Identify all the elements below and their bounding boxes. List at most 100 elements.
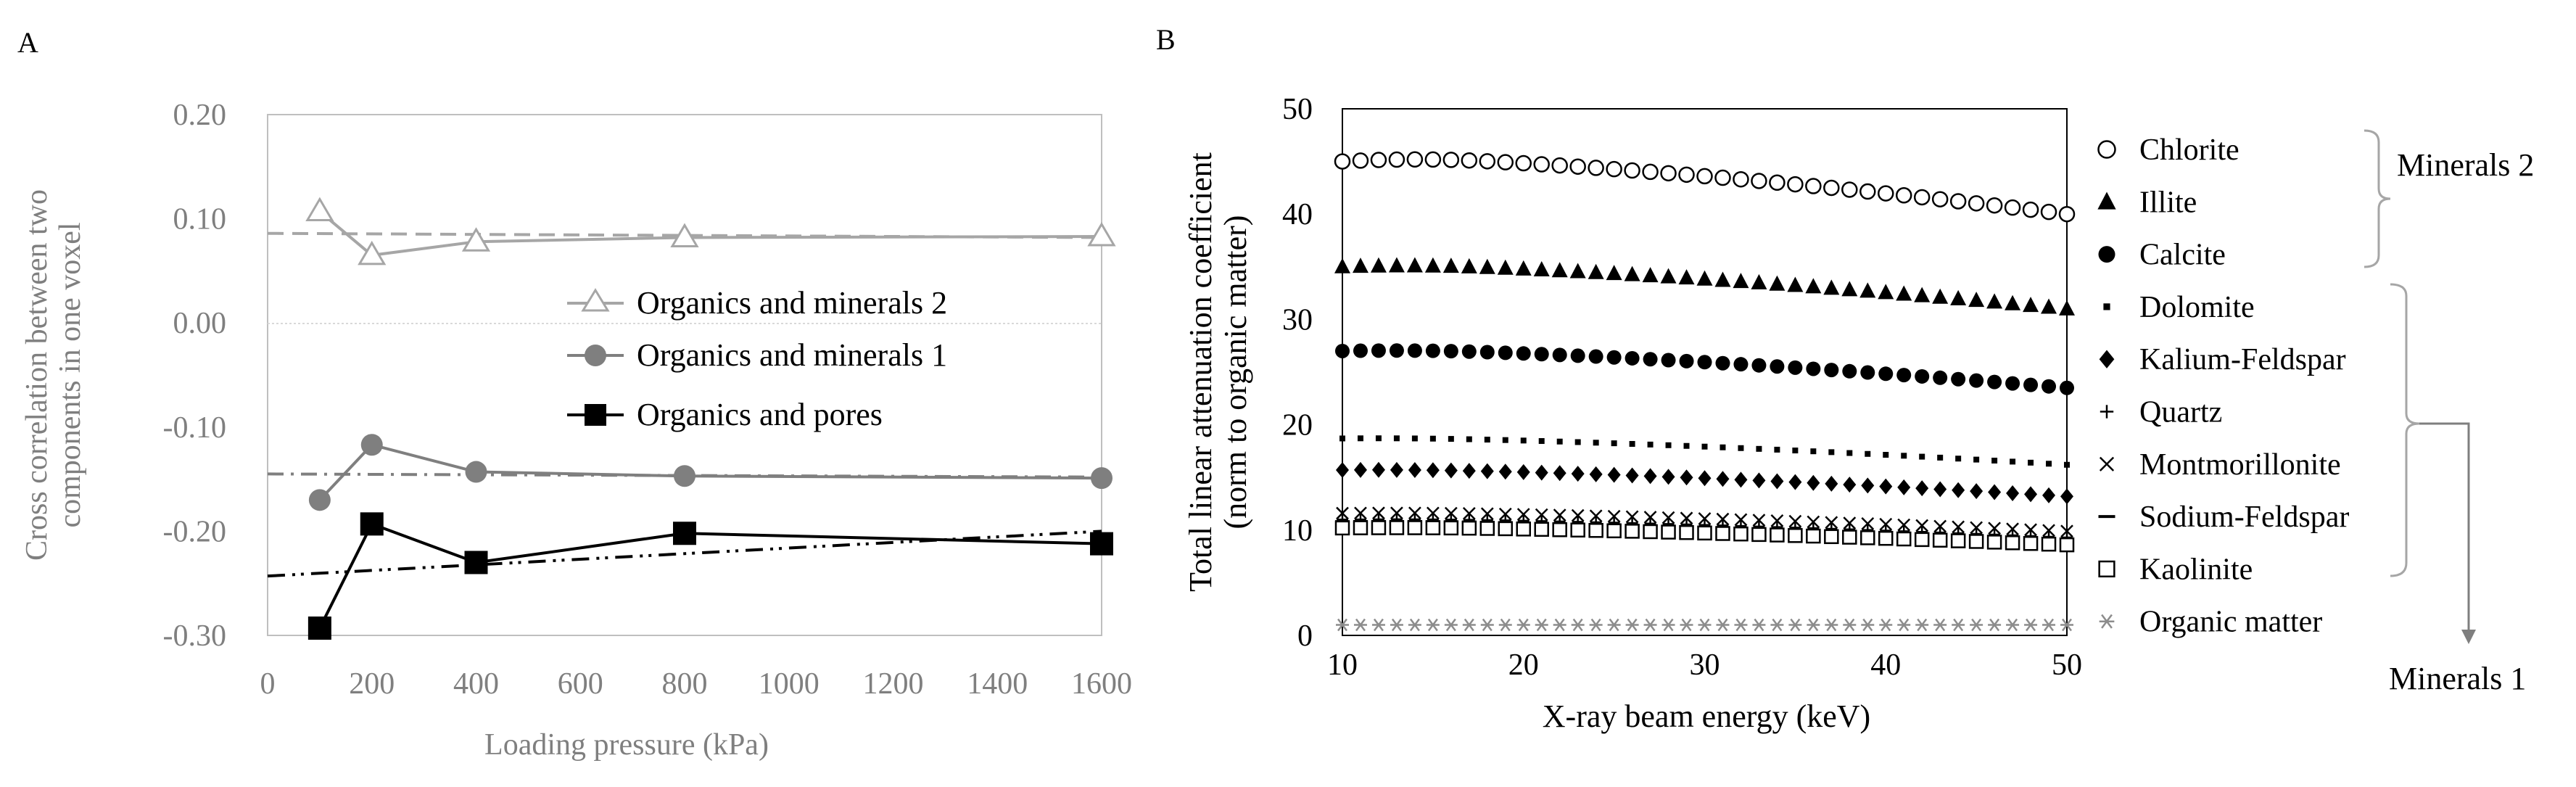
data-point-kalium-feldspar <box>1444 462 1458 479</box>
data-point-chlorite <box>2058 205 2076 223</box>
data-point-calcite <box>2005 376 2020 391</box>
data-point-illite <box>1968 292 1985 308</box>
data-point-kalium-feldspar <box>1970 483 1983 500</box>
data-point-kaolinite <box>1479 521 1495 536</box>
data-point-illite <box>2059 300 2075 316</box>
data-point-illite <box>1388 257 1405 273</box>
trendline-organics-and-minerals-1 <box>267 472 1102 479</box>
data-point-chlorite <box>1352 152 1369 169</box>
data-point-dolomite <box>1411 435 1418 442</box>
legend-b-label-organic-matter: Organic matter <box>2139 606 2322 639</box>
data-point-montmorillonite <box>1480 507 1494 521</box>
data-point-montmorillonite <box>1807 515 1820 529</box>
data-point-kaolinite <box>1878 530 1894 546</box>
data-point-kaolinite <box>1860 530 1875 545</box>
data-point-kalium-feldspar <box>1408 462 1421 479</box>
legend-b-marker-calcite <box>2098 246 2115 263</box>
data-point-kalium-feldspar <box>1498 463 1512 480</box>
data-point-chlorite <box>1406 151 1424 168</box>
data-point-dolomite <box>1520 437 1527 444</box>
data-point-montmorillonite <box>1788 514 1802 528</box>
data-point-montmorillonite <box>1535 508 1548 522</box>
data-point-dolomite <box>1593 440 1599 446</box>
data-point-chlorite <box>1805 178 1822 194</box>
data-point-illite <box>1352 257 1368 273</box>
data-point-calcite <box>1625 350 1640 366</box>
data-point-montmorillonite <box>1589 509 1603 523</box>
data-point-organic-matter <box>1716 618 1730 632</box>
data-point-organics-and-minerals-1 <box>360 434 383 456</box>
data-point-organic-matter <box>1825 618 1838 632</box>
chart-b-y-tick-label: 50 <box>1282 93 1313 126</box>
legend-entry-quartz: Quartz <box>2100 396 2222 429</box>
data-point-organic-matter <box>1807 618 1820 632</box>
data-point-calcite <box>1335 343 1350 358</box>
chart-a-x-tick-label: 1200 <box>863 667 924 701</box>
chart-a-x-tick-label: 0 <box>260 667 276 701</box>
chart-a-x-tick-label: 200 <box>349 667 395 701</box>
data-point-calcite <box>1606 350 1622 365</box>
data-point-kalium-feldspar <box>1861 477 1875 494</box>
data-point-kaolinite <box>1824 529 1839 545</box>
data-point-illite <box>1751 273 1767 289</box>
data-point-calcite <box>1842 363 1857 379</box>
series-line-organics-and-minerals-2 <box>318 210 1102 257</box>
data-point-organics-and-minerals-2 <box>358 240 387 265</box>
data-point-illite <box>1424 257 1441 273</box>
data-point-organic-matter <box>1843 618 1857 632</box>
data-point-dolomite <box>1701 443 1708 450</box>
data-point-illite <box>1859 282 1876 298</box>
data-point-calcite <box>1661 353 1676 368</box>
data-point-organic-matter <box>1752 618 1766 632</box>
data-point-chlorite <box>1949 193 1967 210</box>
data-point-organic-matter <box>1408 618 1421 632</box>
data-point-illite <box>1823 279 1840 295</box>
data-point-illite <box>2041 298 2057 314</box>
data-point-calcite <box>1806 361 1821 376</box>
chart-b-y-tick-label: 40 <box>1282 198 1313 231</box>
chart-a-x-axis-label: Loading pressure (kPa) <box>484 728 769 762</box>
data-point-kaolinite <box>1733 526 1749 542</box>
data-point-montmorillonite <box>1770 514 1784 527</box>
data-point-kalium-feldspar <box>1770 473 1784 490</box>
data-point-kaolinite <box>1570 522 1585 538</box>
data-point-organic-matter <box>1553 618 1566 632</box>
data-point-dolomite <box>1955 456 1962 462</box>
legend-b-marker-dolomite <box>2103 303 2110 310</box>
data-point-calcite <box>1498 345 1513 360</box>
data-point-montmorillonite <box>1752 514 1766 527</box>
data-point-illite <box>1660 268 1677 284</box>
data-point-kalium-feldspar <box>1915 480 1929 497</box>
data-point-kaolinite <box>1968 534 1984 549</box>
data-point-kaolinite <box>1932 532 1948 548</box>
data-point-organic-matter <box>1426 618 1440 632</box>
data-point-calcite <box>1588 349 1603 364</box>
data-point-chlorite <box>1533 156 1550 173</box>
data-point-kaolinite <box>1896 531 1912 547</box>
data-point-organic-matter <box>1498 618 1512 632</box>
legend-entry-kaolinite: Kaolinite <box>2098 553 2253 586</box>
data-point-kalium-feldspar <box>1879 478 1893 495</box>
data-point-kaolinite <box>1606 523 1622 539</box>
chart-b-y-tick-label: 10 <box>1282 514 1313 548</box>
data-point-kaolinite <box>2023 535 2039 551</box>
data-point-montmorillonite <box>1354 506 1367 520</box>
data-point-organic-matter <box>1861 618 1875 632</box>
legend-a-marker-minerals-1 <box>585 345 606 366</box>
data-point-chlorite <box>1334 153 1351 170</box>
data-point-organic-matter <box>1390 618 1403 632</box>
data-point-calcite <box>1951 371 1966 387</box>
data-point-illite <box>1733 273 1749 289</box>
data-point-calcite <box>1715 355 1730 371</box>
data-point-kalium-feldspar <box>1788 474 1802 490</box>
legend-entry-organic-matter: Organic matter <box>2099 606 2322 639</box>
data-point-montmorillonite <box>1915 519 1929 532</box>
data-point-organic-matter <box>2006 618 2020 632</box>
data-point-kalium-feldspar <box>1807 474 1820 491</box>
legend-b-label-kalium-feldspar: Kalium-Feldspar <box>2139 343 2346 376</box>
data-point-calcite <box>1425 343 1440 358</box>
data-point-dolomite <box>2046 461 2052 467</box>
data-point-illite <box>1714 271 1731 287</box>
data-point-calcite <box>1570 348 1585 363</box>
data-point-dolomite <box>1647 441 1654 448</box>
